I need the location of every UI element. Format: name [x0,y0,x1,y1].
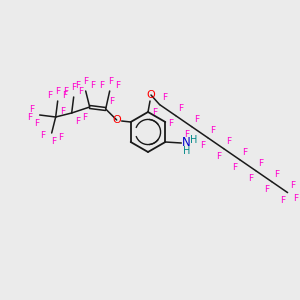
Text: F: F [51,137,56,146]
Text: F: F [75,82,80,91]
Text: F: F [62,92,67,100]
Text: F: F [184,130,189,139]
Text: H: H [190,135,197,145]
Text: F: F [34,119,39,128]
Text: F: F [58,133,63,142]
Text: F: F [242,148,247,157]
Text: N: N [182,136,191,149]
Text: O: O [112,115,121,125]
Text: F: F [82,112,87,122]
Text: F: F [290,181,295,190]
Text: F: F [162,93,167,102]
Text: F: F [115,82,120,91]
Text: F: F [216,152,221,160]
Text: F: F [293,194,298,202]
Text: F: F [226,137,231,146]
Text: F: F [78,88,83,97]
Text: F: F [40,130,45,140]
Text: F: F [90,82,95,91]
Text: F: F [109,97,114,106]
Text: F: F [75,116,80,125]
Text: F: F [152,107,157,116]
Text: F: F [27,113,32,122]
Text: F: F [63,88,68,97]
Text: F: F [47,92,52,100]
Text: F: F [280,196,285,205]
Text: H: H [183,146,190,156]
Text: F: F [178,104,183,113]
Text: F: F [71,82,76,91]
Text: F: F [258,159,263,168]
Text: F: F [29,104,34,113]
Text: O: O [147,90,155,100]
Text: F: F [232,163,237,172]
Text: F: F [210,126,215,135]
Text: F: F [83,76,88,85]
Text: F: F [108,77,113,86]
Text: F: F [248,173,253,182]
Text: F: F [99,80,104,89]
Text: F: F [60,107,65,116]
Text: F: F [264,184,269,194]
Text: F: F [200,140,205,149]
Text: F: F [194,115,199,124]
Text: F: F [55,86,60,95]
Text: F: F [274,170,279,179]
Text: F: F [168,118,173,127]
